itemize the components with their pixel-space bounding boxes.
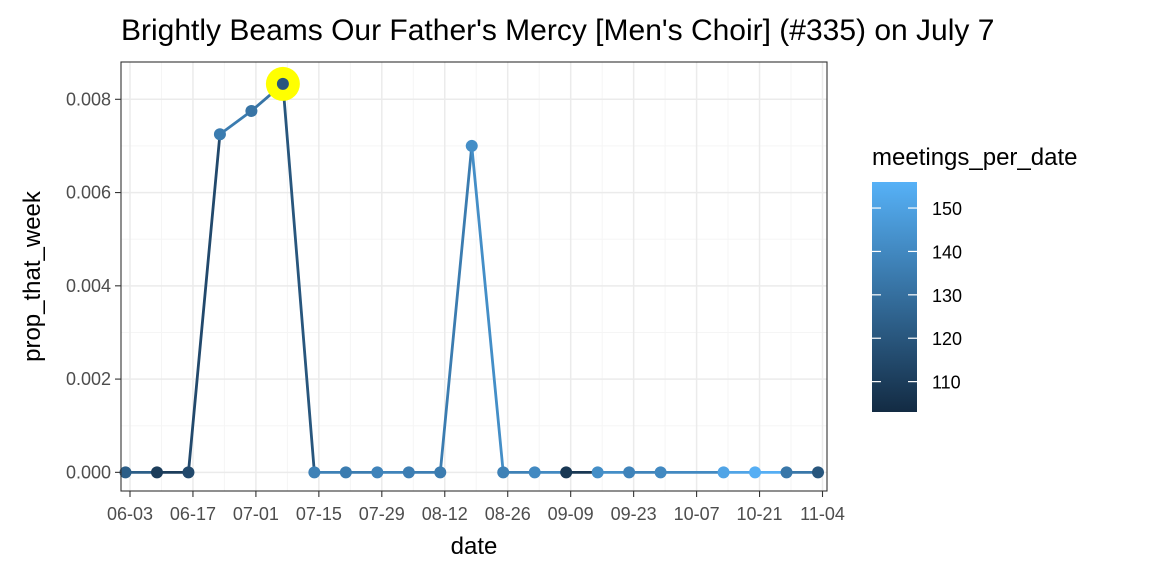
series-line-segment <box>218 109 253 136</box>
y-tick-label: 0.004 <box>66 276 111 296</box>
x-tick-label: 07-29 <box>359 504 405 524</box>
x-tick-label: 09-23 <box>611 504 657 524</box>
series-line-segment <box>281 82 316 474</box>
y-tick-label: 0.006 <box>66 183 111 203</box>
x-tick-label: 10-07 <box>674 504 720 524</box>
legend-colorbar <box>872 182 917 412</box>
data-point <box>560 466 573 479</box>
data-point <box>402 466 415 479</box>
x-tick-label: 07-01 <box>233 504 279 524</box>
data-point <box>623 466 636 479</box>
data-point <box>245 104 258 117</box>
data-point <box>465 139 478 152</box>
legend: meetings_per_date 110 120 130 140 150 <box>872 144 1077 412</box>
data-point <box>213 128 226 141</box>
data-point <box>339 466 352 479</box>
data-point <box>371 466 384 479</box>
data-point <box>528 466 541 479</box>
panel-border <box>120 61 828 492</box>
y-axis: 0.000 0.002 0.004 0.006 0.008 <box>66 89 121 482</box>
x-tick-label: 08-26 <box>485 504 531 524</box>
data-point <box>119 466 132 479</box>
data-point <box>654 466 667 479</box>
grid <box>121 62 827 491</box>
x-axis-title: date <box>451 533 498 560</box>
legend-label: 110 <box>932 373 961 393</box>
data-point <box>749 466 762 479</box>
data-point <box>591 466 604 479</box>
data-point <box>276 77 289 90</box>
legend-title: meetings_per_date <box>872 144 1077 171</box>
series-line-segment <box>470 144 505 474</box>
legend-ticks: 110 120 130 140 150 <box>872 199 962 393</box>
y-tick-label: 0.000 <box>66 462 111 482</box>
x-axis: 06-03 06-17 07-01 07-15 07-29 08-12 08-26 09-09… <box>107 491 845 524</box>
y-tick-label: 0.002 <box>66 369 111 389</box>
series-points <box>119 66 825 479</box>
data-point <box>150 466 163 479</box>
data-point <box>717 466 730 479</box>
x-tick-label: 11-04 <box>800 504 845 524</box>
data-point <box>780 466 793 479</box>
x-tick-label: 06-03 <box>107 504 153 524</box>
data-point <box>182 466 195 479</box>
y-tick-label: 0.008 <box>66 89 111 109</box>
x-tick-label: 06-17 <box>170 504 216 524</box>
legend-label: 150 <box>932 199 962 219</box>
legend-label: 120 <box>932 329 962 349</box>
data-point <box>812 466 825 479</box>
x-tick-label: 09-09 <box>548 504 594 524</box>
legend-label: 130 <box>932 286 962 306</box>
x-tick-label: 07-15 <box>296 504 342 524</box>
data-point <box>497 466 510 479</box>
x-tick-label: 10-21 <box>737 504 783 524</box>
legend-label: 140 <box>932 242 962 262</box>
data-point <box>308 466 321 479</box>
x-tick-label: 08-12 <box>422 504 468 524</box>
chart-title: Brightly Beams Our Father's Mercy [Men's… <box>121 14 994 47</box>
y-axis-title: prop_that_week <box>19 190 46 362</box>
data-point <box>434 466 447 479</box>
series-line-segment <box>438 144 474 474</box>
series-line-segment <box>187 132 222 474</box>
